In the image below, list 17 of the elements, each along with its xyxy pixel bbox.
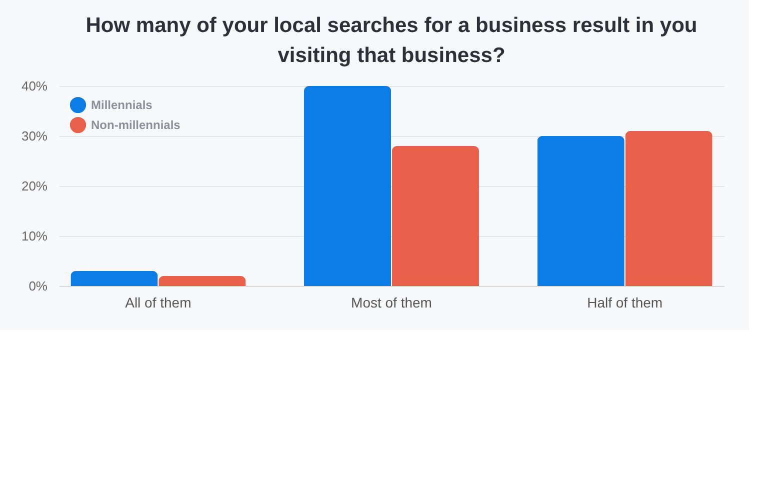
- x-tick-label: All of them: [125, 294, 192, 310]
- y-tick-label: 10%: [21, 228, 48, 244]
- bar: [158, 276, 246, 286]
- y-tick-label: 40%: [21, 78, 48, 94]
- y-tick-label: 0%: [28, 278, 48, 294]
- y-tick-label: 20%: [21, 178, 48, 194]
- x-tick-label: Half of them: [587, 294, 663, 310]
- legend-label: Millennials: [91, 98, 153, 112]
- x-tick-label: Most of them: [351, 294, 432, 310]
- bar: [537, 136, 624, 286]
- legend-label: Non-millennials: [91, 118, 181, 132]
- y-tick-label: 30%: [21, 128, 48, 144]
- bar: [304, 86, 392, 286]
- chart-title: How many of your local searches for a business result in you visiting that business?: [86, 14, 698, 67]
- bar: [70, 271, 158, 286]
- bar: [625, 131, 712, 286]
- bar: [392, 146, 479, 286]
